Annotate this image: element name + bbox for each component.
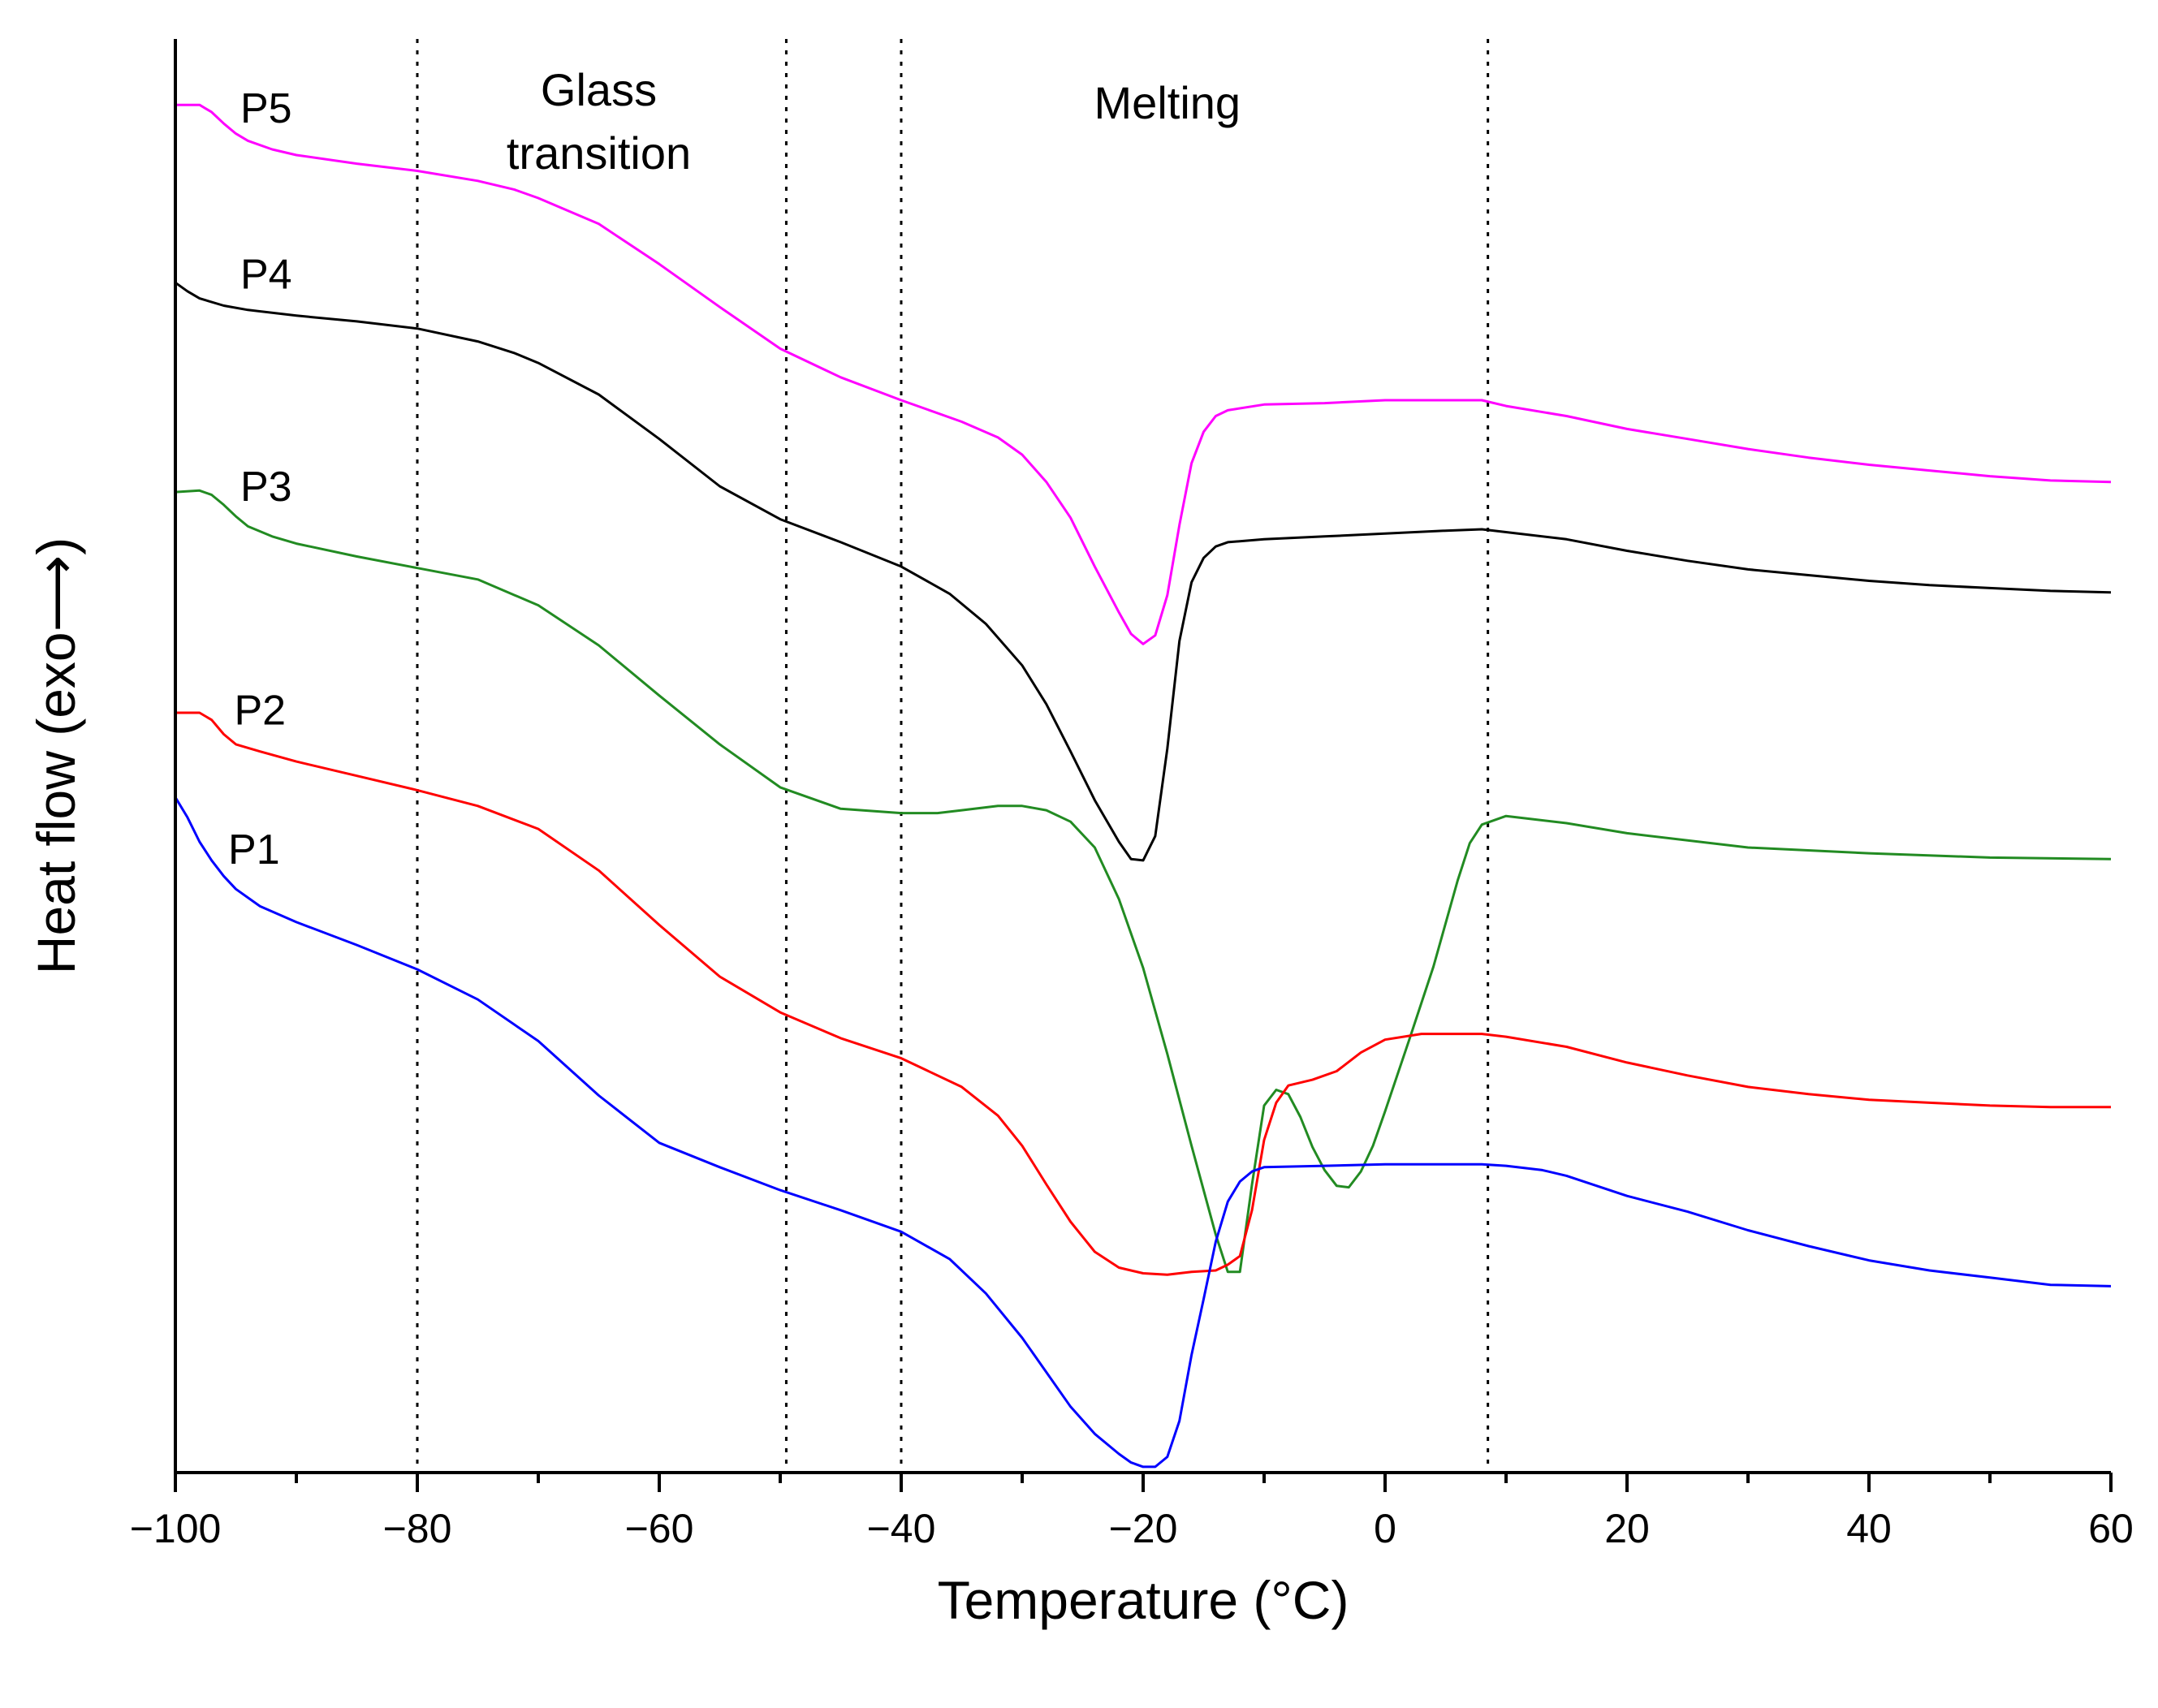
- reference-lines: [416, 39, 1490, 1473]
- annotation-glass: Glass transition: [507, 64, 691, 179]
- annotation-line: transition: [507, 127, 691, 179]
- series-label-p4: P4: [240, 252, 292, 299]
- x-tick-label: −40: [867, 1506, 936, 1551]
- x-tick-label: 20: [1604, 1506, 1650, 1551]
- x-tick-label: 0: [1374, 1506, 1396, 1551]
- series-lines: [174, 103, 2112, 1469]
- x-tick-label: −20: [1109, 1506, 1178, 1551]
- x-tick-label: −80: [383, 1506, 452, 1551]
- series-label-p1: P1: [228, 826, 280, 873]
- x-tick-label: −60: [625, 1506, 694, 1551]
- x-axis-title: Temperature (°C): [938, 1570, 1349, 1630]
- annotation-line: Glass: [541, 64, 657, 115]
- labels: Temperature (°C) Heat flow (exo⟶) Glass tra…: [26, 64, 1349, 1630]
- x-tick-label: 60: [2088, 1506, 2134, 1551]
- series-line-p5: [175, 103, 2112, 645]
- axes: −100 −80 −60 −40 −20 0 20 40 60: [130, 39, 2134, 1551]
- y-axis-title: Heat flow (exo⟶): [26, 537, 86, 974]
- annotation-line: Melting: [1094, 77, 1241, 128]
- x-tick-label: 40: [1846, 1506, 1892, 1551]
- annotation-melting: Melting: [1094, 77, 1241, 128]
- series-line-p4: [175, 281, 2112, 862]
- series-line-p1: [174, 796, 2112, 1469]
- series-label-p5: P5: [240, 85, 292, 132]
- x-tick-label: −100: [130, 1506, 222, 1551]
- series-label-p3: P3: [240, 464, 292, 511]
- series-line-p2: [175, 711, 2111, 1276]
- series-label-p2: P2: [234, 687, 286, 734]
- series-line-p3: [175, 489, 2112, 1274]
